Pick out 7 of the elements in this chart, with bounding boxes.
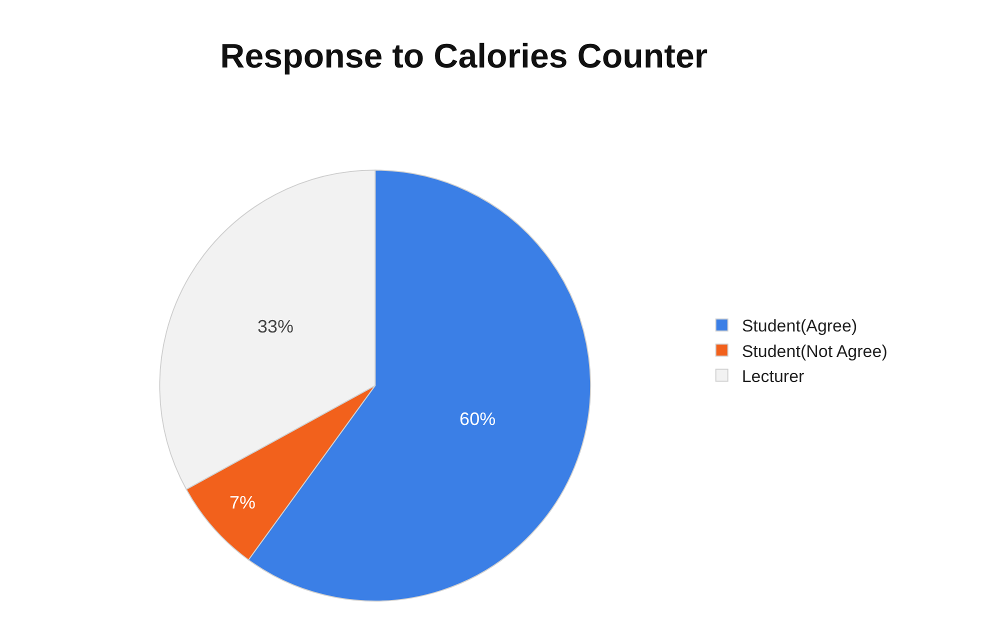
- legend-label: Student(Agree): [742, 316, 858, 336]
- legend-label: Lecturer: [742, 366, 805, 386]
- data-label: 7%: [229, 492, 256, 513]
- data-label: 33%: [257, 316, 294, 337]
- chart-title: Response to Calories Counter: [220, 37, 708, 76]
- legend-label: Student(Not Agree): [742, 342, 888, 361]
- data-label: 60%: [460, 408, 496, 429]
